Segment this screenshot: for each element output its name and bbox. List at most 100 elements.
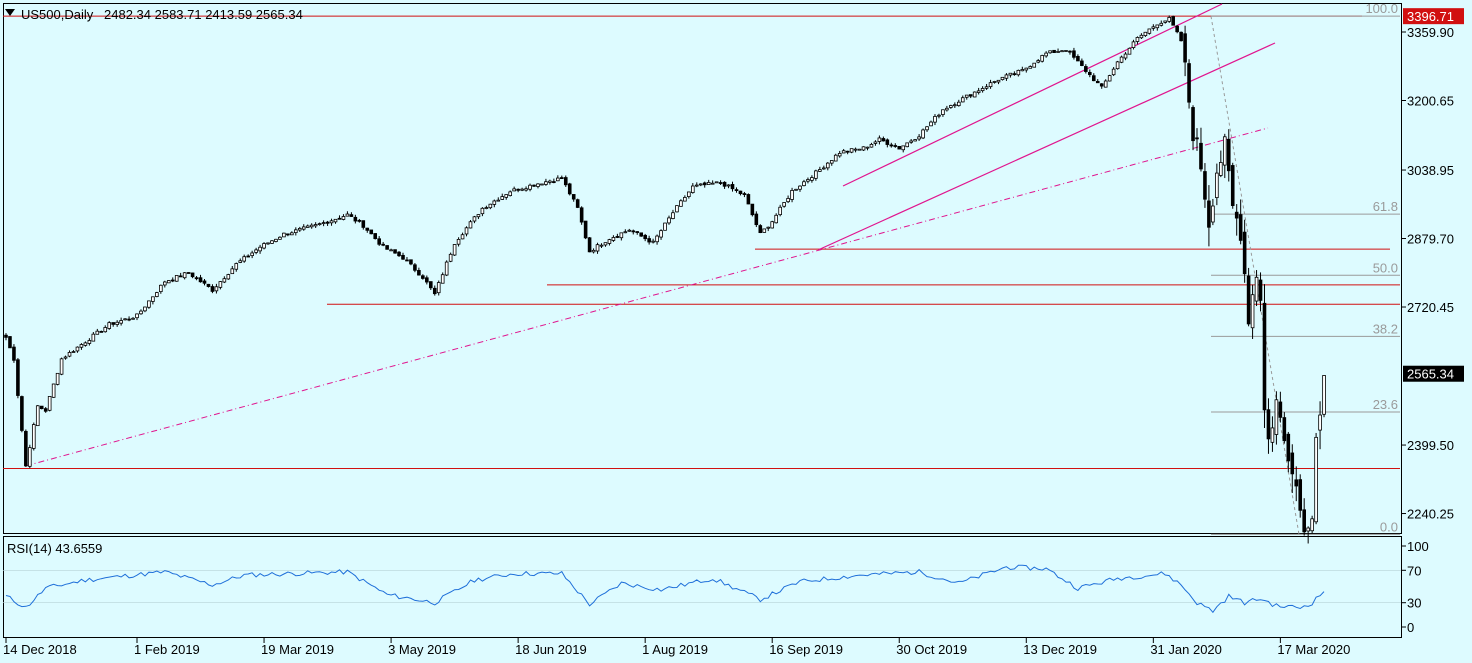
candle — [647, 235, 651, 245]
line-price-badge: 3396.71 — [1403, 8, 1464, 25]
candle — [492, 199, 497, 208]
candle — [710, 180, 715, 185]
candle — [282, 232, 286, 238]
candle — [679, 199, 683, 207]
candle — [1044, 51, 1048, 58]
candle — [103, 325, 108, 333]
candle — [448, 252, 453, 263]
candle — [762, 228, 767, 233]
candle — [726, 184, 731, 189]
candle — [532, 184, 536, 187]
candle — [837, 150, 842, 158]
candle — [841, 148, 846, 154]
candle — [250, 250, 254, 259]
candle — [953, 102, 957, 108]
candle — [1258, 272, 1263, 312]
candle — [575, 198, 580, 209]
candle — [1123, 52, 1128, 61]
time-tick-label: 31 Jan 2020 — [1150, 642, 1222, 657]
candle — [1203, 163, 1207, 208]
candle — [297, 226, 302, 232]
candle — [1076, 54, 1080, 62]
candle — [957, 99, 961, 107]
candle — [1187, 59, 1191, 109]
long-trend-line[interactable] — [25, 127, 1269, 467]
channel-lower-line[interactable] — [817, 42, 1276, 251]
ohlc-values: 2482.34 2583.71 2413.59 2565.34 — [104, 7, 303, 22]
candle — [889, 142, 894, 148]
candle — [583, 220, 588, 240]
candle — [353, 214, 358, 224]
fib-level-label: 50.0 — [1373, 260, 1398, 275]
candle — [718, 180, 723, 185]
candle — [794, 188, 798, 191]
candle — [1191, 105, 1195, 151]
candle — [786, 195, 790, 204]
candle — [1040, 54, 1044, 63]
candle — [151, 296, 155, 305]
candle — [881, 136, 886, 142]
svg-text:3396.71: 3396.71 — [1407, 9, 1454, 24]
candle — [1012, 71, 1017, 76]
price-tick-label: 3038.95 — [1407, 163, 1454, 178]
candle — [413, 263, 417, 273]
trend-lines[interactable] — [25, 3, 1276, 467]
candle — [861, 146, 866, 151]
candle — [536, 183, 540, 189]
candle — [409, 259, 413, 266]
candle — [818, 166, 822, 172]
rsi-pane-border — [3, 536, 1402, 638]
candle — [1270, 416, 1275, 452]
fib-level-label: 61.8 — [1373, 199, 1398, 214]
candle — [1318, 401, 1322, 450]
candle — [810, 175, 814, 183]
fibonacci-retracement[interactable]: 100.0 61.8 50.0 38.2 23.6 0.0 — [1210, 1, 1400, 535]
candle — [1286, 431, 1291, 473]
candle — [1310, 515, 1314, 534]
candle — [405, 257, 409, 262]
candle — [115, 320, 119, 327]
candle — [421, 274, 425, 280]
candle — [349, 212, 354, 217]
candle — [337, 215, 342, 220]
channel-upper-line[interactable] — [842, 3, 1223, 187]
candle — [67, 350, 72, 358]
candle — [1139, 33, 1144, 40]
candle — [1234, 204, 1239, 236]
candle — [1254, 270, 1259, 307]
candle — [675, 205, 679, 213]
candle — [190, 272, 195, 279]
candle — [294, 227, 298, 236]
time-tick-label: 14 Dec 2018 — [3, 642, 77, 657]
candle — [39, 405, 44, 410]
candle — [381, 241, 385, 247]
candle — [1246, 267, 1251, 327]
candle — [258, 244, 262, 254]
time-tick-label: 1 Feb 2019 — [134, 642, 200, 657]
candle — [198, 274, 203, 283]
candle — [341, 214, 346, 221]
candle — [127, 316, 131, 322]
candle — [587, 237, 592, 253]
candle — [166, 280, 171, 284]
candle — [1056, 48, 1060, 53]
candle — [591, 248, 596, 254]
candle — [917, 134, 921, 141]
price-tick-label: 2240.25 — [1407, 507, 1454, 522]
candle — [1242, 219, 1247, 283]
candle — [964, 94, 969, 100]
candle — [949, 104, 953, 109]
candle — [603, 242, 608, 247]
time-tick-label: 16 Sep 2019 — [769, 642, 843, 657]
candle — [814, 169, 818, 181]
rsi-tick-label: 100 — [1407, 539, 1429, 554]
candle — [119, 317, 123, 326]
fib-level-label: 38.2 — [1373, 321, 1398, 336]
chart-menu-triangle-icon[interactable] — [5, 9, 15, 16]
candle — [242, 254, 247, 263]
candle — [79, 343, 84, 350]
candle — [806, 177, 810, 184]
candle — [468, 220, 473, 229]
candle — [651, 238, 655, 244]
